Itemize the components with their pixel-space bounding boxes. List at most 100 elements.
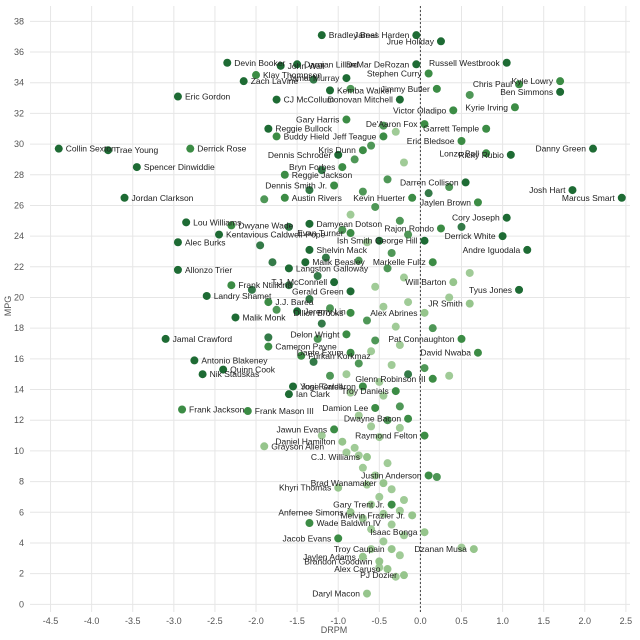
y-tick-label: 34 [14, 78, 24, 88]
point-frank-mason-iii [243, 407, 252, 416]
x-tick-label: 1.5 [537, 616, 550, 626]
label-russell-westbrook: Russell Westbrook [429, 58, 500, 68]
label-will-barton: Will Barton [405, 277, 446, 287]
label-gary-trent-jr: Gary Trent Jr. [333, 500, 385, 510]
point-kyle-lowry [556, 77, 565, 86]
label-frank-ntilikina: Frank Ntilikina [238, 280, 292, 290]
point-damion-lee [371, 403, 380, 412]
data-point [457, 222, 466, 231]
point-troy-caupain [387, 545, 396, 554]
label-jose-calderon: Jose Calderon [301, 381, 356, 391]
data-point [305, 295, 314, 304]
data-point [317, 319, 326, 328]
data-point [367, 347, 376, 356]
point-glenn-robinson-iii [428, 374, 437, 383]
label-melvin-frazier-jr: Melvin Frazier Jr. [340, 510, 405, 520]
point-stephen-curry [424, 69, 433, 78]
label-nik-stauskas: Nik Stauskas [210, 369, 260, 379]
point-j-j-barea [264, 298, 273, 307]
label-jaylen-adams: Jaylen Adams [303, 552, 356, 562]
point-ian-clark [284, 390, 293, 399]
label-j-j-barea: J.J. Barea [275, 297, 314, 307]
data-point [350, 155, 359, 164]
data-point [371, 471, 380, 480]
x-tick-label: -1.5 [289, 616, 305, 626]
label-kyle-lowry: Kyle Lowry [512, 76, 554, 86]
label-reggie-bullock: Reggie Bullock [275, 124, 332, 134]
point-james-harden [412, 31, 421, 40]
label-jrue-holiday: Jrue Holiday [387, 36, 435, 46]
data-point [432, 472, 441, 481]
point-andre-iguodala [523, 245, 532, 254]
point-jrue-holiday [436, 37, 445, 46]
data-point [367, 525, 376, 534]
point-grayson-allen [260, 442, 269, 451]
point-raymond-felton [420, 431, 429, 440]
y-tick-label: 36 [14, 47, 24, 57]
point-jacob-evans [334, 534, 343, 543]
label-marcus-smart: Marcus Smart [562, 193, 616, 203]
point-frank-jackson [178, 405, 187, 414]
point-jose-calderon [358, 382, 367, 391]
point-daniel-hamilton [338, 437, 347, 446]
point-ricky-rubio [506, 150, 515, 159]
label-dwyane-wade: Dwyane Wade [238, 220, 293, 230]
x-tick-label: 0.0 [414, 616, 427, 626]
grid [30, 6, 630, 612]
label-ian-clark: Ian Clark [296, 389, 331, 399]
point-reggie-bullock [264, 124, 273, 133]
point-dillon-brooks [346, 308, 355, 317]
point-eric-gordon [173, 92, 182, 101]
point-jordan-clarkson [120, 193, 129, 202]
data-point [379, 509, 388, 518]
label-daniel-hamilton: Daniel Hamilton [275, 437, 335, 447]
y-tick-label: 18 [14, 323, 24, 333]
label-victor-oladipo: Victor Oladipo [393, 105, 447, 115]
label-bradley-beal: Bradley Beal [329, 30, 377, 40]
data-point [445, 371, 454, 380]
data-point [465, 268, 474, 277]
label-rajon-rondo: Rajon Rondo [384, 223, 434, 233]
data-point [326, 304, 334, 313]
data-point [404, 298, 413, 307]
data-point [428, 324, 437, 333]
data-point [367, 141, 376, 150]
point-damyean-dotson [305, 219, 314, 228]
point-demar-derozan [412, 60, 421, 69]
point-victor-oladipo [449, 106, 458, 115]
point-cj-mccollum [272, 95, 281, 104]
data-point [342, 370, 351, 379]
label-justin-anderson: Justin Anderson [361, 470, 422, 480]
label-jordan-clarkson: Jordan Clarkson [132, 193, 194, 203]
point-eric-bledsoe [457, 137, 466, 146]
data-point [264, 333, 273, 342]
label-allonzo-trier: Allonzo Trier [185, 265, 232, 275]
point-kemba-walker [326, 86, 334, 95]
point-kentavious-caldwell-pope [215, 230, 224, 239]
label-furkan-korkmaz: Furkan Korkmaz [308, 351, 370, 361]
point-malik-monk [231, 313, 240, 322]
point-furkan-korkmaz [297, 351, 306, 360]
data-point [395, 506, 404, 515]
label-alec-burks: Alec Burks [185, 237, 226, 247]
data-point [338, 225, 347, 234]
data-point [383, 459, 392, 468]
point-jaylen-adams [358, 552, 367, 561]
label-landry-shamet: Landry Shamet [214, 291, 272, 301]
data-points [54, 31, 626, 598]
point-jeremy-lin [293, 307, 302, 316]
data-point [346, 388, 355, 397]
data-point [247, 285, 256, 294]
label-trae-young: Trae Young [115, 145, 158, 155]
label-josh-hart: Josh Hart [529, 185, 566, 195]
y-tick-label: 8 [19, 477, 24, 487]
x-axis-title: DRPM [321, 625, 348, 635]
label-gary-harris: Gary Harris [296, 115, 339, 125]
point-frank-ntilikina [227, 281, 236, 290]
label-damian-lillard: Damian Lillard [304, 59, 359, 69]
label-frank-jackson: Frank Jackson [189, 404, 245, 414]
label-chris-paul: Chris Paul [473, 79, 512, 89]
data-point [317, 431, 326, 440]
y-tick-label: 24 [14, 231, 24, 241]
